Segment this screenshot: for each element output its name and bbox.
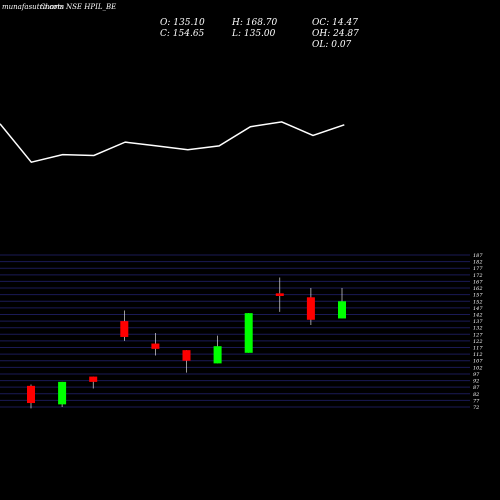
oc-value: OC: 14.47 (312, 18, 358, 28)
y-tick-label: 92 (473, 379, 479, 385)
candle-body (338, 301, 346, 319)
low-value: L: 135.00 (232, 29, 276, 39)
y-tick-label: 112 (473, 352, 483, 358)
y-tick-label: 157 (473, 293, 483, 299)
high-value: H: 168.70 (232, 18, 278, 28)
y-tick-label: 152 (473, 299, 483, 305)
y-tick-label: 172 (473, 273, 483, 279)
line-series (0, 121, 345, 164)
ol-value: OL: 0.07 (312, 40, 352, 50)
y-tick-label: 102 (473, 365, 483, 371)
open-value: O: 135.10 (160, 18, 205, 28)
candle-body (213, 346, 222, 364)
y-tick-label: 122 (473, 339, 483, 345)
candle-body (151, 343, 160, 349)
y-tick-label: 187 (473, 253, 483, 259)
close-value: C: 154.65 (160, 29, 205, 39)
y-tick-label: 147 (473, 306, 483, 312)
y-tick-label: 182 (473, 260, 483, 266)
watermark: munafasutra.com (2, 3, 65, 11)
y-tick-label: 107 (473, 359, 483, 365)
y-tick-label: 177 (473, 266, 483, 272)
candle-body (306, 297, 315, 320)
y-tick-label: 77 (473, 398, 480, 404)
y-tick-label: 72 (473, 405, 479, 411)
candle-body (275, 293, 284, 296)
candle-body (182, 350, 191, 361)
candle-body (120, 321, 129, 337)
oh-value: OH: 24.87 (312, 29, 359, 39)
chart-title: Charts NSE HPIL_BE (40, 3, 117, 11)
candle-body (89, 376, 98, 382)
y-tick-label: 137 (473, 319, 483, 325)
y-tick-label: 82 (473, 392, 479, 398)
candle-body (244, 313, 253, 353)
candle-body (58, 381, 67, 405)
y-tick-label: 132 (473, 326, 483, 332)
candle-body (27, 385, 35, 404)
y-tick-label: 127 (473, 332, 483, 338)
y-tick-label: 142 (473, 312, 483, 318)
y-tick-label: 162 (473, 286, 483, 292)
y-tick-label: 97 (473, 372, 480, 378)
y-tick-label: 117 (473, 346, 483, 352)
y-tick-label: 87 (473, 385, 480, 391)
y-tick-label: 167 (473, 279, 483, 285)
